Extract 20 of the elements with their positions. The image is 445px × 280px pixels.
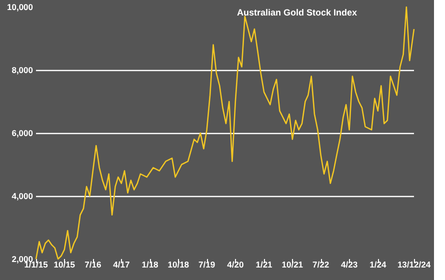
y-tick-label: 2,000 [12,254,34,264]
x-tick-label: 10/18 [168,260,190,270]
y-tick-label: 8,000 [12,65,34,75]
y-tick-label: 10,000 [7,2,34,12]
x-tick-label: 7/22 [312,260,330,270]
y-tick-label: 6,000 [12,128,34,138]
line-series [35,6,415,260]
x-tick-label: 4/17 [113,260,130,270]
y-tick-label: 4,000 [12,191,34,201]
x-tick-label: 7/19 [198,260,216,270]
chart-title: Australian Gold Stock Index [236,8,358,18]
x-tick-label: 13/12/24 [397,260,431,270]
x-tick-label: 4/20 [227,260,244,270]
x-tick-label: 10/21 [282,260,304,270]
x-tick-label: 1/18 [142,260,159,270]
x-tick-label: 10/15 [54,260,76,270]
x-tick-label: 1/24 [370,260,386,270]
x-tick-label: 7/16 [84,260,102,270]
x-tick-label: 4/23 [341,260,358,270]
x-tick-label: 1/21 [256,260,273,270]
